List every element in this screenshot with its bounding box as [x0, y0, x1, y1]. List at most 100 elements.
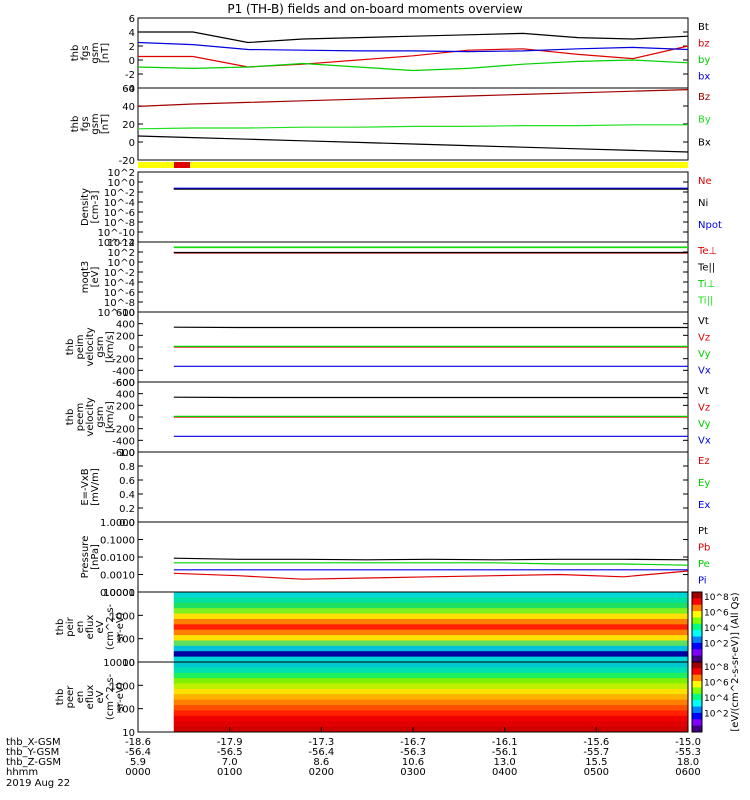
colorbar-segment: [692, 662, 702, 669]
legend-entry: Pt: [698, 526, 708, 537]
y-tick-label: -20: [119, 156, 135, 167]
y-tick-label: 0.4: [119, 490, 135, 501]
heatmap-band: [173, 592, 688, 598]
time-axis-value: 18.0: [677, 757, 699, 768]
time-axis-value: -16.7: [400, 737, 426, 748]
time-axis-value: 10.6: [402, 757, 424, 768]
time-axis-value: -56.5: [217, 747, 243, 758]
y-axis-label-line: thb: [55, 619, 66, 636]
legend-entry: Bz: [698, 92, 710, 103]
y-axis-label-line: [nT]: [100, 114, 111, 134]
colorbar-tick-label: 10^2: [704, 640, 729, 650]
y-axis-label-line: thb: [65, 409, 76, 426]
series-line: [137, 59, 689, 72]
time-axis-value: -17.3: [308, 737, 334, 748]
y-tick-label: -400: [112, 366, 135, 377]
panel-frame: [137, 17, 689, 89]
panel-frame: [137, 521, 689, 593]
y-axis-label: moqt3 [eV]: [80, 261, 101, 294]
y-tick-label: 10: [122, 658, 135, 669]
heatmap-band: [173, 656, 688, 663]
legend-entry: bz: [698, 39, 710, 50]
time-axis-value: 0300: [400, 767, 425, 778]
colorbar-segment: [692, 681, 702, 688]
y-axis-label-line: (cm^2-s-: [105, 603, 116, 650]
y-axis-label-line: [km/s]: [105, 401, 116, 433]
colorbar-segment: [692, 649, 702, 657]
y-tick-label: 1000: [110, 611, 135, 622]
y-axis-label-line: gsm: [95, 336, 106, 357]
y-tick-label: 0.0010: [100, 571, 135, 582]
heatmap-band: [173, 608, 688, 615]
time-axis-value: -16.1: [492, 737, 518, 748]
heatmap-band: [173, 672, 688, 679]
time-axis-value: 0200: [309, 767, 334, 778]
heatmap-band: [173, 635, 688, 641]
y-tick-label: 0: [129, 138, 135, 149]
y-axis-label-line: peir: [65, 616, 76, 636]
heatmap-band: [173, 602, 688, 609]
heatmap-band: [173, 705, 688, 711]
y-axis-label-line: peim: [75, 334, 86, 359]
colorbar-segment: [692, 623, 702, 631]
y-tick-label: 10^-4: [104, 198, 135, 209]
y-tick-label: 0.8: [119, 462, 135, 473]
y-tick-label: 0: [129, 413, 135, 424]
series-line: [137, 124, 688, 130]
y-tick-label: 10^-6: [104, 288, 135, 299]
date-label: 2019 Aug 22: [6, 778, 70, 789]
y-axis-label-line: [cm-3]: [90, 190, 101, 223]
y-tick-label: -2: [125, 70, 135, 81]
y-tick-label: 10: [122, 728, 135, 739]
legend-entry: Pe: [698, 559, 710, 570]
y-axis-label-line: Density: [80, 188, 91, 226]
time-axis-row-label: thb_X-GSM: [6, 737, 61, 748]
y-tick-label: 0.1000: [100, 536, 135, 547]
y-tick-label: 10^-10: [98, 308, 135, 319]
y-tick-label: 10^-2: [104, 268, 135, 279]
legend-entry: Ex: [698, 500, 710, 511]
y-axis-label-line: [nPa]: [90, 544, 101, 570]
heatmap-band: [173, 688, 688, 695]
time-axis-value: -55.3: [675, 747, 701, 758]
heatmap-band: [173, 618, 688, 625]
panel-frame: [137, 451, 689, 523]
y-axis-label: thb fgs gsm [nT]: [70, 42, 111, 63]
heatmap-band: [173, 694, 688, 701]
y-axis-label-line: eflux: [85, 685, 96, 710]
y-axis-label: thb peim velocity gsm [km/s]: [65, 327, 116, 366]
heatmap-band: [173, 726, 688, 733]
y-axis-label-line: gsm: [90, 42, 101, 63]
legend-entry: Npot: [698, 220, 722, 231]
legend-entry: Vy: [698, 349, 711, 360]
heatmap-band: [173, 597, 688, 604]
y-tick-label: 10^2: [108, 248, 135, 259]
colorbar-tick-label: 10^4: [704, 624, 729, 634]
y-tick-label: 0: [129, 56, 135, 67]
heatmap-band: [173, 629, 688, 636]
colorbar-segment: [692, 719, 702, 727]
series-line: [173, 557, 689, 561]
time-axis-value: -17.9: [217, 737, 243, 748]
colorbar-segment: [692, 611, 702, 618]
y-axis-label-line: [km/s]: [105, 331, 116, 363]
colorbar-segment: [692, 687, 702, 695]
heatmap-band: [173, 651, 688, 658]
y-axis-label-line: peem: [75, 403, 86, 431]
y-axis-label-line: eV: [95, 620, 106, 633]
y-tick-label: 10000: [103, 658, 135, 669]
colorbar-tick-label: 10^2: [704, 710, 729, 720]
time-axis-row-label: thb_Z-GSM: [6, 757, 61, 768]
colorbar-frame: [691, 661, 703, 733]
time-axis-value: -56.3: [400, 747, 426, 758]
y-axis-label-line: (cm^2-s-: [105, 673, 116, 720]
y-tick-label: 10^2: [108, 168, 135, 179]
y-axis-label: thb peer en eflux eV (cm^2-s-sr-eV): [55, 673, 126, 720]
series-line: [173, 562, 689, 566]
y-tick-label: 10^-2: [104, 188, 135, 199]
y-axis-label-line: moqt3: [80, 261, 91, 294]
y-axis-label-line: [nT]: [100, 43, 111, 63]
y-axis-label-line: fgs: [80, 45, 91, 60]
y-axis-label-line: thb: [65, 339, 76, 356]
